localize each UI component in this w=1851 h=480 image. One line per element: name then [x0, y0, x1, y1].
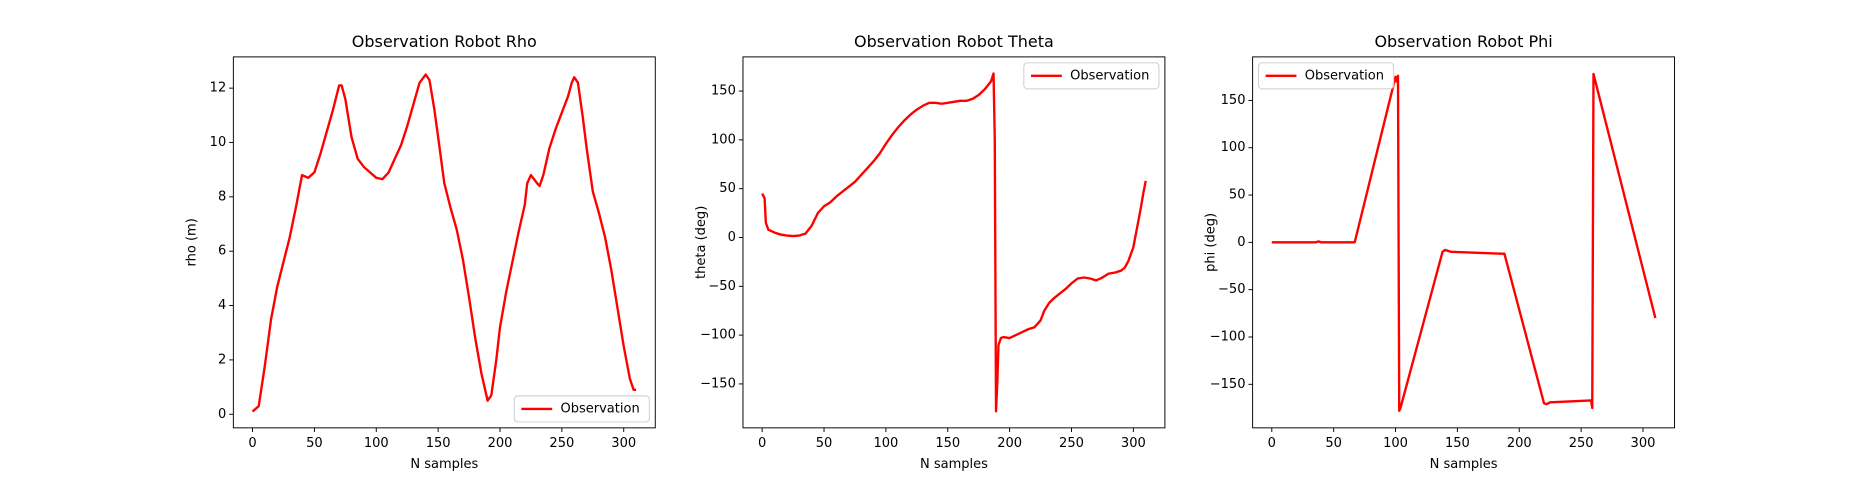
axes-frame [232, 56, 656, 429]
x-tick-label: 200 [1507, 436, 1532, 451]
x-tick-label: 300 [1121, 436, 1146, 451]
x-tick-label: 100 [1383, 436, 1408, 451]
y-axis-label: phi (deg) [1204, 213, 1219, 272]
y-tick-label: 50 [1229, 188, 1246, 203]
legend-box [1023, 62, 1160, 90]
axes-frame [742, 56, 1166, 429]
y-tick-label: 12 [210, 81, 227, 96]
subplot: Observation Robot Theta N samples theta (d… [694, 32, 1166, 472]
y-tick-label: −100 [1210, 330, 1246, 345]
y-axis-label: theta (deg) [694, 206, 709, 279]
legend-box [513, 395, 650, 423]
x-tick-label: 50 [1325, 436, 1342, 451]
y-tick-label: 0 [1237, 235, 1245, 250]
y-tick-label: 10 [210, 135, 227, 150]
data-line [1271, 72, 1657, 413]
data-line [761, 72, 1147, 413]
legend-label: Observation [1305, 68, 1384, 83]
legend: Observation [1023, 62, 1160, 90]
legend-box [1258, 62, 1395, 90]
x-axis-label: N samples [410, 457, 478, 472]
x-tick-label: 250 [1059, 436, 1084, 451]
chart-title: Observation Robot Phi [1374, 32, 1552, 51]
x-tick-label: 50 [306, 436, 323, 451]
legend: Observation [513, 395, 650, 423]
x-tick-label: 200 [488, 436, 513, 451]
y-tick-label: 100 [1221, 140, 1246, 155]
y-tick-label: 2 [218, 352, 226, 367]
x-tick-label: 150 [935, 436, 960, 451]
x-tick-label: 300 [611, 436, 636, 451]
legend-label: Observation [560, 401, 639, 416]
x-tick-label: 200 [997, 436, 1022, 451]
subplot: Observation Robot Rho N samples rho (m) 0 50… [184, 32, 656, 472]
y-axis-label: rho (m) [184, 218, 199, 266]
y-tick-label: 150 [711, 84, 736, 99]
x-tick-label: 150 [426, 436, 451, 451]
legend-label: Observation [1070, 68, 1149, 83]
x-axis-label: N samples [1430, 457, 1498, 472]
x-tick-label: 0 [758, 436, 766, 451]
axes-frame [1252, 56, 1676, 429]
y-tick-label: 0 [728, 230, 736, 245]
x-axis-label: N samples [920, 457, 988, 472]
y-tick-label: −150 [700, 376, 736, 391]
y-tick-label: 0 [218, 407, 226, 422]
x-tick-label: 300 [1631, 436, 1656, 451]
y-tick-label: 50 [719, 181, 736, 196]
y-tick-label: −50 [1218, 282, 1245, 297]
legend: Observation [1258, 62, 1395, 90]
x-tick-label: 0 [248, 436, 256, 451]
y-tick-label: 150 [1221, 93, 1246, 108]
y-tick-label: 8 [218, 189, 226, 204]
y-tick-label: 100 [711, 132, 736, 147]
x-tick-label: 100 [364, 436, 389, 451]
x-tick-label: 100 [873, 436, 898, 451]
data-line [251, 73, 637, 413]
y-tick-label: −100 [700, 328, 736, 343]
x-tick-label: 0 [1268, 436, 1276, 451]
x-tick-label: 250 [549, 436, 574, 451]
subplot: Observation Robot Phi N samples phi (deg) 0… [1204, 32, 1676, 472]
y-tick-label: 6 [218, 244, 226, 259]
y-tick-label: 4 [218, 298, 226, 313]
y-tick-label: −50 [708, 279, 735, 294]
x-tick-label: 150 [1445, 436, 1470, 451]
chart-title: Observation Robot Theta [854, 32, 1054, 51]
x-tick-label: 50 [816, 436, 833, 451]
chart-title: Observation Robot Rho [352, 32, 537, 51]
y-tick-label: −150 [1210, 377, 1246, 392]
x-tick-label: 250 [1569, 436, 1594, 451]
